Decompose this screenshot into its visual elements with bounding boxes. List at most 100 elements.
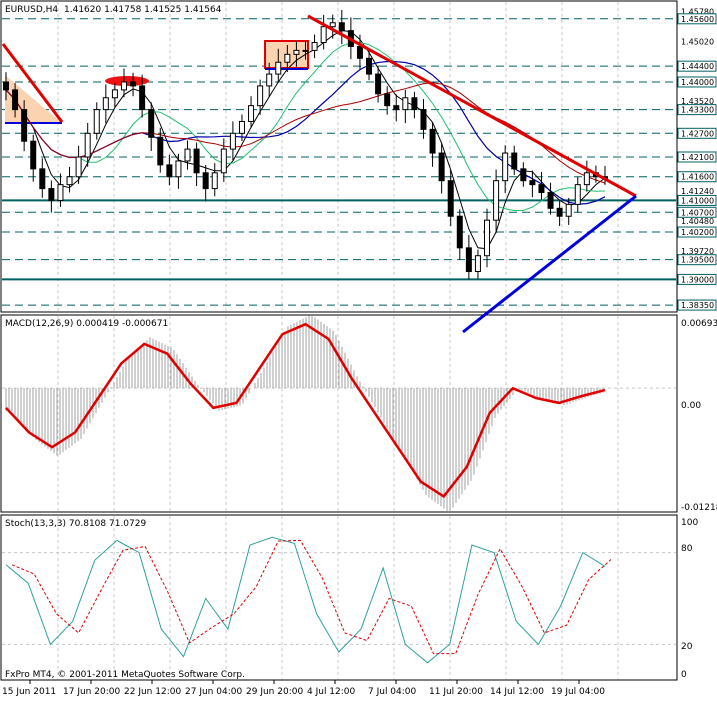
candle: [338, 10, 345, 45]
price-tick-label: 1.40200: [681, 228, 714, 237]
candle-body: [275, 61, 282, 75]
candle-body: [193, 148, 200, 174]
price-tick-label: 1.42100: [681, 153, 714, 162]
candle: [57, 173, 64, 207]
price-tick-label: 1.45020: [681, 38, 714, 47]
candle-body: [366, 57, 373, 75]
price-candles: [3, 10, 608, 280]
quote-label: 1.41620 1.41758 1.41525 1.41564: [64, 5, 222, 15]
support-trendline: [462, 194, 637, 334]
stoch-scale-100: 100: [681, 518, 698, 528]
candle-body: [338, 22, 345, 32]
candle-body: [130, 81, 137, 87]
price-tick-label: 1.39000: [681, 275, 714, 284]
candle-body: [12, 89, 19, 111]
macd-scale-bottom: -0.01218: [681, 503, 717, 513]
candle: [366, 47, 373, 81]
candle: [393, 94, 400, 122]
candle: [420, 99, 427, 139]
candle-body: [456, 215, 463, 249]
candle: [139, 74, 146, 118]
candle-body: [411, 97, 418, 111]
price-tick-label: 1.43520: [681, 97, 714, 106]
candle: [275, 48, 282, 83]
candle-body: [311, 41, 318, 51]
candle-body: [220, 148, 227, 174]
candle: [520, 162, 527, 187]
time-axis: 15 Jun 2011 17 Jun 20:00 22 Jun 12:00 27 Ju…: [2, 680, 605, 697]
candle: [66, 166, 73, 193]
time-tick-label: 29 Jun 20:00: [246, 687, 303, 697]
candle-body: [511, 152, 518, 170]
candle-body: [120, 81, 127, 91]
candle-body: [57, 184, 64, 201]
candle: [75, 145, 82, 184]
candle-body: [293, 49, 300, 55]
candle: [111, 82, 118, 108]
candle: [102, 84, 109, 124]
candle: [238, 114, 245, 141]
price-label-box: [677, 226, 717, 238]
candle: [547, 182, 554, 215]
candle-body: [302, 49, 309, 52]
time-tick-label: 11 Jul 20:00: [429, 687, 483, 697]
candle-body: [420, 109, 427, 130]
stoch-main-line: [5, 536, 606, 664]
candle: [465, 234, 472, 280]
time-tick-label: 17 Jun 20:00: [63, 687, 120, 697]
candle-body: [547, 192, 554, 209]
candle: [320, 14, 327, 50]
candle-body: [248, 105, 255, 122]
price-tick-label: 1.41000: [681, 196, 714, 205]
candle-body: [447, 180, 454, 217]
price-label-box: [677, 60, 717, 72]
price-label-box: [677, 299, 717, 311]
candle-body: [102, 97, 109, 111]
candle-body: [384, 93, 391, 107]
candle: [130, 72, 137, 97]
candle: [538, 172, 545, 200]
stoch-scale-20: 20: [681, 642, 693, 652]
candle-body: [93, 109, 100, 134]
candle-body: [375, 73, 382, 95]
candle-body: [465, 247, 472, 273]
stoch-scale-80: 80: [681, 544, 693, 554]
time-tick-label: 27 Jun 04:00: [185, 687, 242, 697]
price-tick-label: 1.40480: [681, 217, 714, 226]
candle-body: [21, 109, 28, 142]
candle: [257, 79, 264, 115]
candle-body: [39, 168, 46, 190]
candle: [375, 65, 382, 103]
candle-body: [438, 152, 445, 182]
top-marker: [105, 76, 149, 86]
candle-body: [556, 207, 563, 217]
candle: [193, 142, 200, 187]
candle: [39, 158, 46, 198]
symbol-label: EURUSD,H4: [5, 5, 58, 15]
candle: [184, 140, 191, 170]
candle-body: [175, 160, 182, 178]
candle: [356, 34, 363, 70]
candle-body: [111, 89, 118, 99]
macd-scale-zero: 0.00: [681, 401, 701, 411]
price-tick-label: 1.43300: [681, 106, 714, 115]
candle-body: [574, 184, 581, 205]
candle-body: [329, 22, 336, 28]
stoch-scale-0: 0: [681, 670, 687, 680]
price-tick-label: 1.41240: [681, 187, 714, 196]
stoch-grid: [2, 516, 676, 679]
candle: [302, 40, 309, 60]
price-tick-label: 1.39720: [681, 247, 714, 256]
price-tick-label: 1.41600: [681, 173, 714, 182]
candle-body: [202, 172, 209, 190]
candle-body: [184, 148, 191, 162]
time-tick-label: 22 Jun 12:00: [124, 687, 181, 697]
candle-body: [356, 45, 363, 59]
candle-body: [30, 140, 37, 170]
candle-body: [520, 168, 527, 182]
candle: [493, 169, 500, 233]
copyright-label: FxPro MT4, © 2001-2011 MetaQuotes Softwa…: [5, 670, 245, 680]
macd-scale-top: 0.00693: [681, 319, 717, 329]
